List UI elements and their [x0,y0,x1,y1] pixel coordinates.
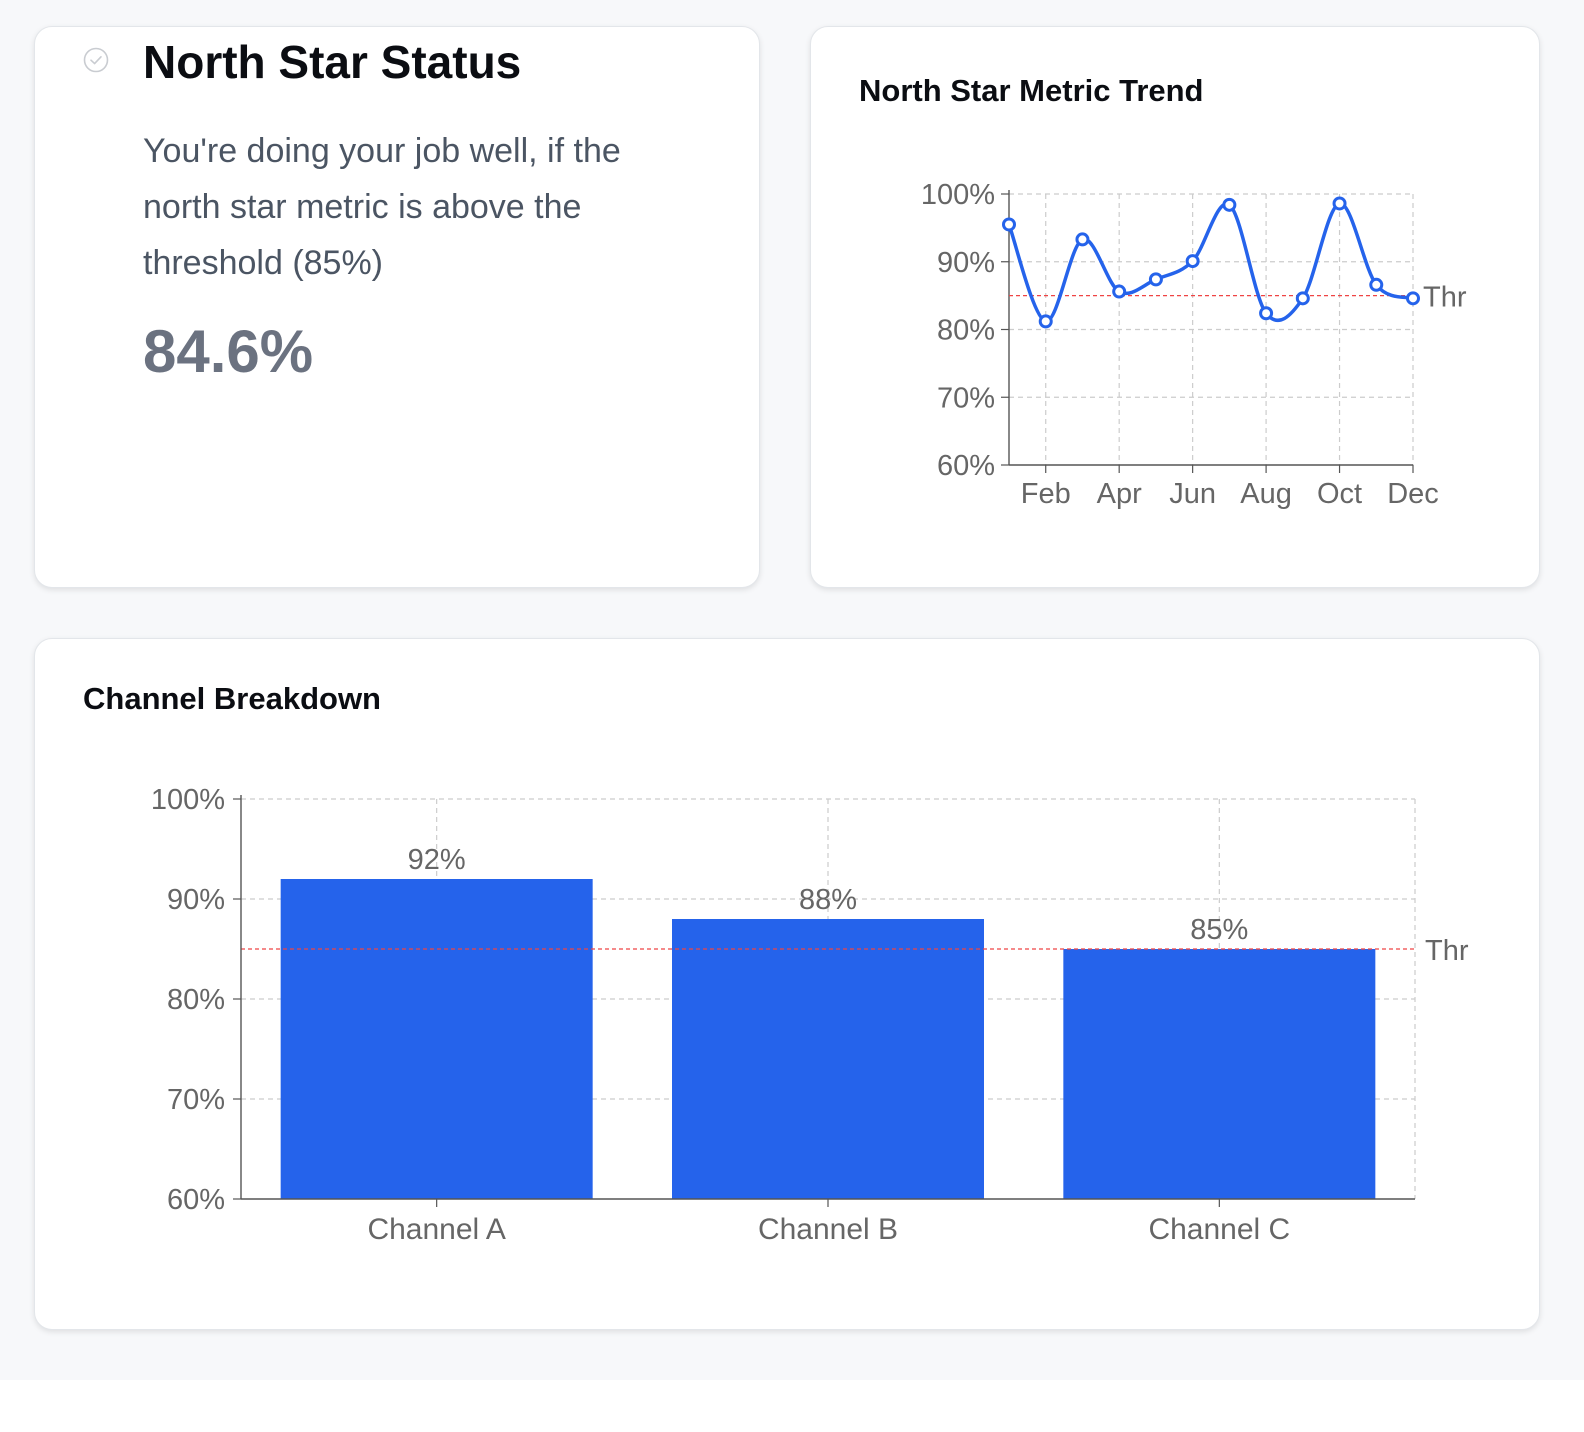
data-point [1185,254,1200,269]
y-tick-label: 100% [151,784,225,816]
y-tick-label: 80% [167,984,225,1016]
x-tick-label: Jun [1169,478,1216,510]
bar-channel-c [1063,949,1376,1199]
trend-chart-card: North Star Metric Trend 60% 70% 80% 90% 100%… [810,26,1540,588]
data-point [1075,232,1090,247]
data-point [1038,314,1053,329]
data-point [1259,306,1274,321]
series-line [1007,201,1414,324]
data-point [1112,284,1127,299]
status-metric-value: 84.6% [143,318,314,385]
threshold-label: Thr [1425,935,1469,967]
channel-chart-title: Channel Breakdown [83,681,381,716]
data-point [1148,272,1163,287]
data-point [1222,197,1237,212]
x-tick-label: Feb [1021,478,1071,510]
x-tick-label: Channel A [367,1213,505,1246]
status-description: You're doing your job well, if the north… [143,132,621,282]
x-tick-label: Channel C [1148,1213,1290,1246]
bar-channel-a [280,879,593,1199]
status-title: North Star Status [143,36,522,88]
x-tick-label: Channel B [758,1213,898,1246]
bar-channel-b [672,919,984,1199]
threshold-label: Thr [1423,282,1467,314]
y-tick-label: 90% [937,247,995,279]
y-tick-label: 90% [167,884,225,916]
x-tick-label: Dec [1387,478,1439,510]
trend-chart-title: North Star Metric Trend [859,73,1204,108]
bar-value-label: 92% [408,844,466,876]
trend-line-chart: 60% 70% 80% 90% 100% Feb Apr Jun Aug Oct Dec Thr [921,179,1467,510]
x-tick-label: Oct [1317,478,1362,510]
north-star-status-card: North Star Status You're doing your job … [34,26,760,588]
y-tick-label: 70% [937,382,995,414]
data-point [1369,277,1384,292]
check-circle-icon [83,47,109,73]
y-tick-label: 60% [167,1184,225,1216]
data-point [1332,196,1347,211]
y-tick-label: 80% [937,315,995,347]
channel-breakdown-card: Channel Breakdown 60% 70% 80% 90% 100% 92% 88%… [34,638,1540,1330]
y-tick-label: 100% [921,179,995,211]
data-point [1406,291,1420,306]
data-point [1002,217,1016,232]
x-tick-label: Apr [1097,478,1142,510]
bar-value-label: 85% [1190,914,1248,946]
data-point [1295,291,1310,306]
y-tick-label: 70% [167,1084,225,1116]
bar-value-label: 88% [799,884,857,916]
x-tick-label: Aug [1240,478,1292,510]
y-tick-label: 60% [937,450,995,482]
channel-bar-chart: 60% 70% 80% 90% 100% 92% 88% 85% Thr Channel A Cha… [151,784,1469,1246]
